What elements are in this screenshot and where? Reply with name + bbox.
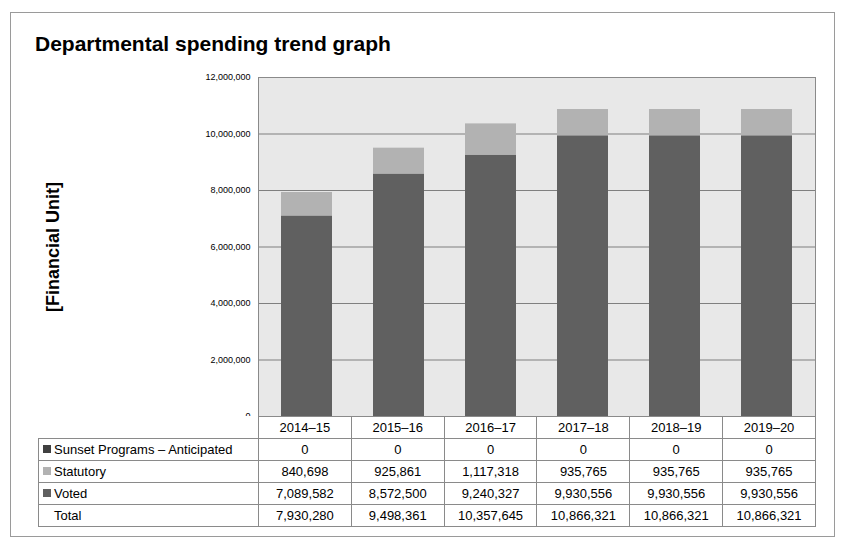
html-text:Statutory: Statutory [54, 464, 106, 479]
html-text:2018–19: 2018–19 [650, 420, 702, 435]
html-text:9,498,361: 9,498,361 [368, 508, 427, 523]
html-text:0: 0 [672, 442, 680, 457]
html-text:Departmental spending trend gr: Departmental spending trend graph [35, 32, 391, 55]
html-text:10,866,321: 10,866,321 [643, 508, 709, 523]
html-text:2016–17: 2016–17 [465, 420, 516, 435]
html-text:2015–16: 2015–16 [372, 420, 423, 435]
html-text:8,572,500: 8,572,500 [368, 486, 427, 501]
html-text:7,930,280: 7,930,280 [276, 508, 334, 523]
html-text:Sunset Programs – Anticipated: Sunset Programs – Anticipated [54, 442, 233, 457]
html-text:935,765: 935,765 [745, 464, 793, 479]
html-text:0: 0 [301, 442, 309, 457]
html-text:0: 0 [765, 442, 773, 457]
html-text:0: 0 [394, 442, 402, 457]
svg-text:8,000,000: 8,000,000 [210, 185, 250, 195]
html-text:10,357,645: 10,357,645 [458, 508, 524, 523]
html-text:9,930,556: 9,930,556 [647, 486, 706, 501]
html-text:935,765: 935,765 [652, 464, 700, 479]
svg-text:4,000,000: 4,000,000 [210, 298, 250, 308]
html-text:2019–20: 2019–20 [743, 420, 795, 435]
html-text:10,866,321: 10,866,321 [736, 508, 802, 523]
html-text:1,117,318: 1,117,318 [462, 464, 519, 479]
svg-text:[Financial Unit]: [Financial Unit] [43, 182, 63, 312]
html-text:935,765: 935,765 [559, 464, 607, 479]
html-text:840,698: 840,698 [281, 464, 329, 479]
html-text:9,240,327: 9,240,327 [461, 486, 520, 501]
html-text:10,866,321: 10,866,321 [550, 508, 616, 523]
html-text:7,089,582: 7,089,582 [276, 486, 334, 501]
svg-text:0: 0 [245, 411, 250, 416]
svg-text:12,000,000: 12,000,000 [205, 72, 250, 82]
svg-text:6,000,000: 6,000,000 [210, 242, 250, 252]
html-text:Voted: Voted [54, 486, 88, 501]
html-text:925,861: 925,861 [374, 464, 422, 479]
html-text:0: 0 [579, 442, 587, 457]
svg-text:2,000,000: 2,000,000 [210, 355, 250, 365]
html-text:0: 0 [487, 442, 495, 457]
html-text:Total: Total [54, 508, 82, 523]
html-text:2017–18: 2017–18 [558, 420, 609, 435]
html-text:9,930,556: 9,930,556 [740, 486, 798, 501]
svg-text:10,000,000: 10,000,000 [205, 129, 250, 139]
html-text:9,930,556: 9,930,556 [554, 486, 613, 501]
html-text:2014–15: 2014–15 [279, 420, 331, 435]
